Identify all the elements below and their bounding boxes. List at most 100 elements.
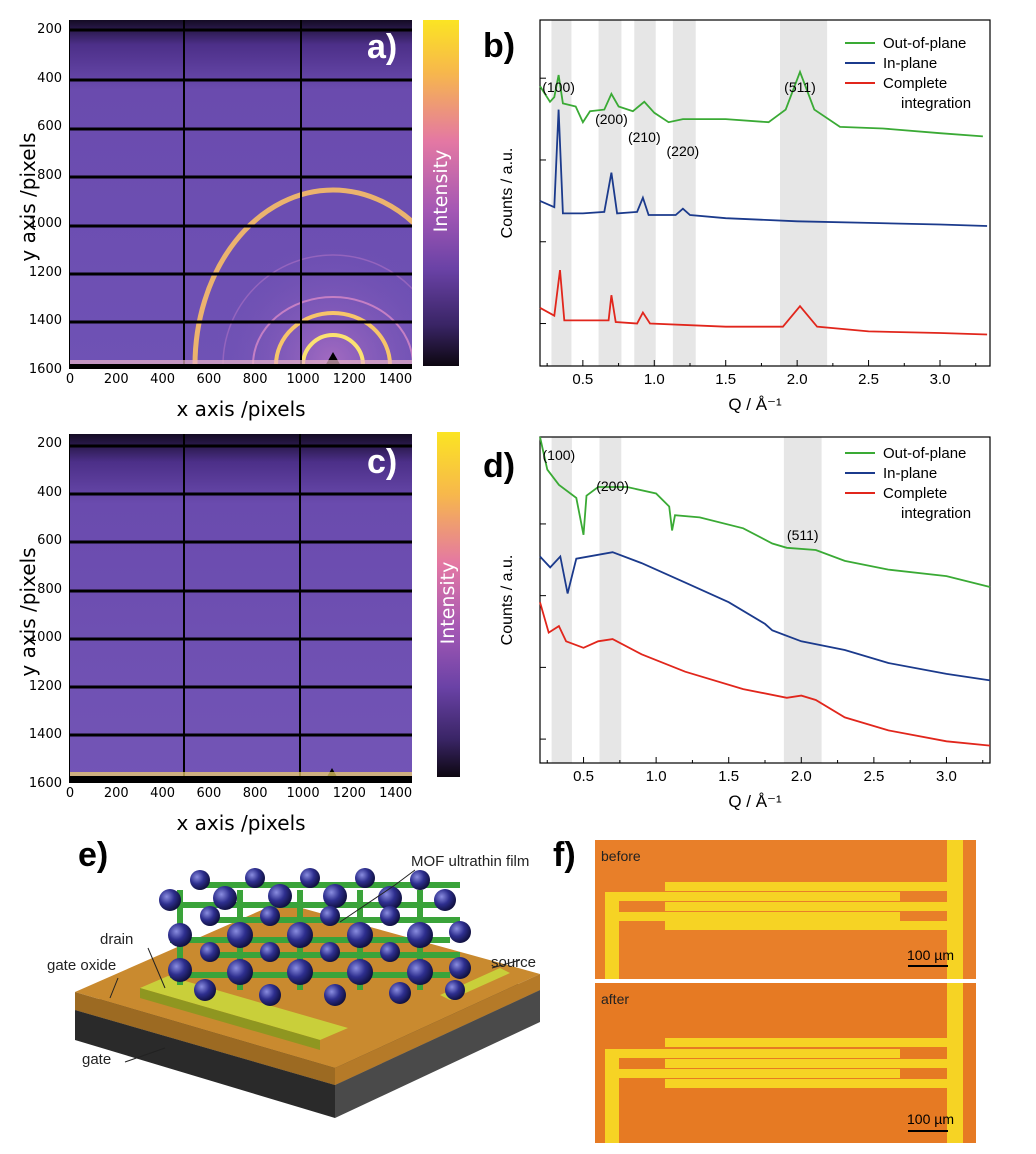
y-tick-label: 600 (37, 533, 62, 548)
y-tick-label: 1400 (28, 727, 62, 742)
legend-entry: In-plane (883, 465, 937, 482)
x-axis-title: Q / Å⁻¹ (728, 792, 782, 811)
x-tick-label: 0.5 (573, 768, 594, 785)
plot-frame (539, 19, 991, 367)
panel-c-x-label: x axis /pixels (176, 811, 306, 835)
y-tick-label: 1400 (28, 313, 62, 328)
legend-entry: Complete (883, 485, 947, 502)
x-tick-label: 1.0 (646, 768, 667, 785)
legend-entry: In-plane (883, 55, 937, 72)
panel-e-label: e) (78, 836, 109, 874)
micrograph-before: before 100 µm (595, 840, 976, 979)
shaded-region (783, 437, 822, 763)
x-tick-label: 200 (103, 372, 129, 387)
chart-b: 0.5 1.0 1.5 2.0 2.5 3.0 Q / Å⁻¹ Counts / a.u. (1… (499, 19, 991, 414)
peak-label: (100) (542, 79, 575, 95)
series-line (539, 551, 991, 682)
shaded-region (598, 20, 622, 366)
panel-d-label: d) (483, 447, 516, 485)
x-tick-label: 1000 (286, 372, 320, 387)
scalebar-after-label: 100 µm (907, 1111, 954, 1127)
x-tick-label: 2.0 (787, 371, 808, 388)
x-tick-label: 1400 (379, 786, 413, 801)
y-axis-title: Counts / a.u. (499, 148, 516, 239)
mof-lattice (159, 868, 471, 1006)
detector-image-c (70, 434, 412, 782)
y-tick-label: 1600 (28, 775, 62, 791)
x-tick-label: 200 (103, 786, 129, 801)
series-line (539, 601, 991, 747)
legend-entry: integration (901, 95, 971, 112)
legend-entry: integration (901, 505, 971, 522)
shaded-region (672, 20, 696, 366)
y-tick-label: 400 (37, 484, 62, 500)
micrograph-after: after 100 µm (595, 983, 976, 1143)
x-tick-label: 0 (65, 786, 75, 801)
shaded-region (599, 437, 622, 763)
caption-after: after (601, 991, 630, 1007)
x-tick-label: 800 (242, 372, 268, 387)
series-line (539, 269, 988, 336)
chart-d: 0.5 1.0 1.5 2.0 2.5 3.0 Q / Å⁻¹ Counts / a.u. (1… (499, 436, 991, 811)
colorbar-a (423, 20, 459, 366)
legend-entry: Complete (883, 75, 947, 92)
peak-label: (210) (628, 129, 661, 145)
colorbar-c-label: Intensity (437, 561, 459, 645)
y-tick-label: 1000 (28, 216, 62, 231)
y-tick-label: 800 (37, 581, 62, 597)
panel-a-y-label: y axis /pixels (16, 132, 40, 262)
y-axis-title: Counts / a.u. (499, 555, 516, 646)
x-axis-title: Q / Å⁻¹ (728, 395, 782, 414)
peak-label: (200) (595, 111, 628, 127)
y-tick-label: 200 (37, 436, 62, 451)
y-tick-label: 1600 (28, 361, 62, 377)
peak-label: (100) (543, 447, 576, 463)
x-tick-label: 800 (242, 786, 268, 801)
x-tick-label: 400 (150, 786, 175, 801)
label-mof-film: MOF ultrathin film (411, 853, 529, 870)
shaded-region (780, 20, 828, 366)
peak-label: (511) (787, 527, 819, 543)
panel-a-label: a) (367, 28, 398, 66)
y-tick-label: 400 (37, 70, 62, 86)
y-tick-label: 200 (37, 22, 62, 37)
y-tick-label: 600 (37, 119, 62, 134)
label-gate: gate (82, 1051, 111, 1068)
y-tick-label: 1200 (28, 678, 62, 694)
caption-before: before (601, 848, 641, 864)
x-tick-label: 3.0 (936, 768, 957, 785)
colorbar-a-label: Intensity (430, 149, 452, 233)
panel-b-label: b) (483, 27, 516, 65)
x-tick-label: 1000 (286, 786, 320, 801)
shaded-region (551, 437, 572, 763)
panel-a-x-label: x axis /pixels (176, 397, 306, 421)
x-tick-label: 0 (65, 372, 75, 387)
x-tick-label: 0.5 (572, 371, 593, 388)
x-tick-label: 1.5 (718, 768, 739, 785)
label-source: source (491, 954, 536, 971)
x-tick-label: 1.0 (644, 371, 665, 388)
legend-entry: Out-of-plane (883, 445, 966, 462)
x-tick-label: 600 (196, 786, 222, 801)
legend-entry: Out-of-plane (883, 35, 966, 52)
x-tick-label: 1.5 (715, 371, 736, 388)
panel-c-y-label: y axis /pixels (16, 547, 40, 677)
y-tick-label: 1200 (28, 264, 62, 280)
colorbar-c (437, 432, 460, 777)
series-line (539, 69, 983, 138)
x-tick-label: 2.0 (791, 768, 812, 785)
drain-electrode (140, 976, 348, 1040)
scalebar-before-label: 100 µm (907, 947, 954, 963)
x-tick-label: 600 (196, 372, 222, 387)
transistor-schematic: MOF ultrathin film drain source gate oxi… (47, 853, 540, 1118)
x-tick-label: 3.0 (930, 371, 951, 388)
panel-c-label: c) (367, 443, 398, 481)
x-tick-label: 1400 (379, 372, 413, 387)
peak-label: (511) (784, 79, 816, 95)
peak-label: (200) (596, 478, 629, 494)
x-tick-label: 1200 (332, 372, 366, 387)
label-drain: drain (100, 931, 133, 948)
series-line (539, 436, 991, 588)
peak-label: (220) (667, 143, 700, 159)
x-tick-label: 2.5 (863, 768, 884, 785)
